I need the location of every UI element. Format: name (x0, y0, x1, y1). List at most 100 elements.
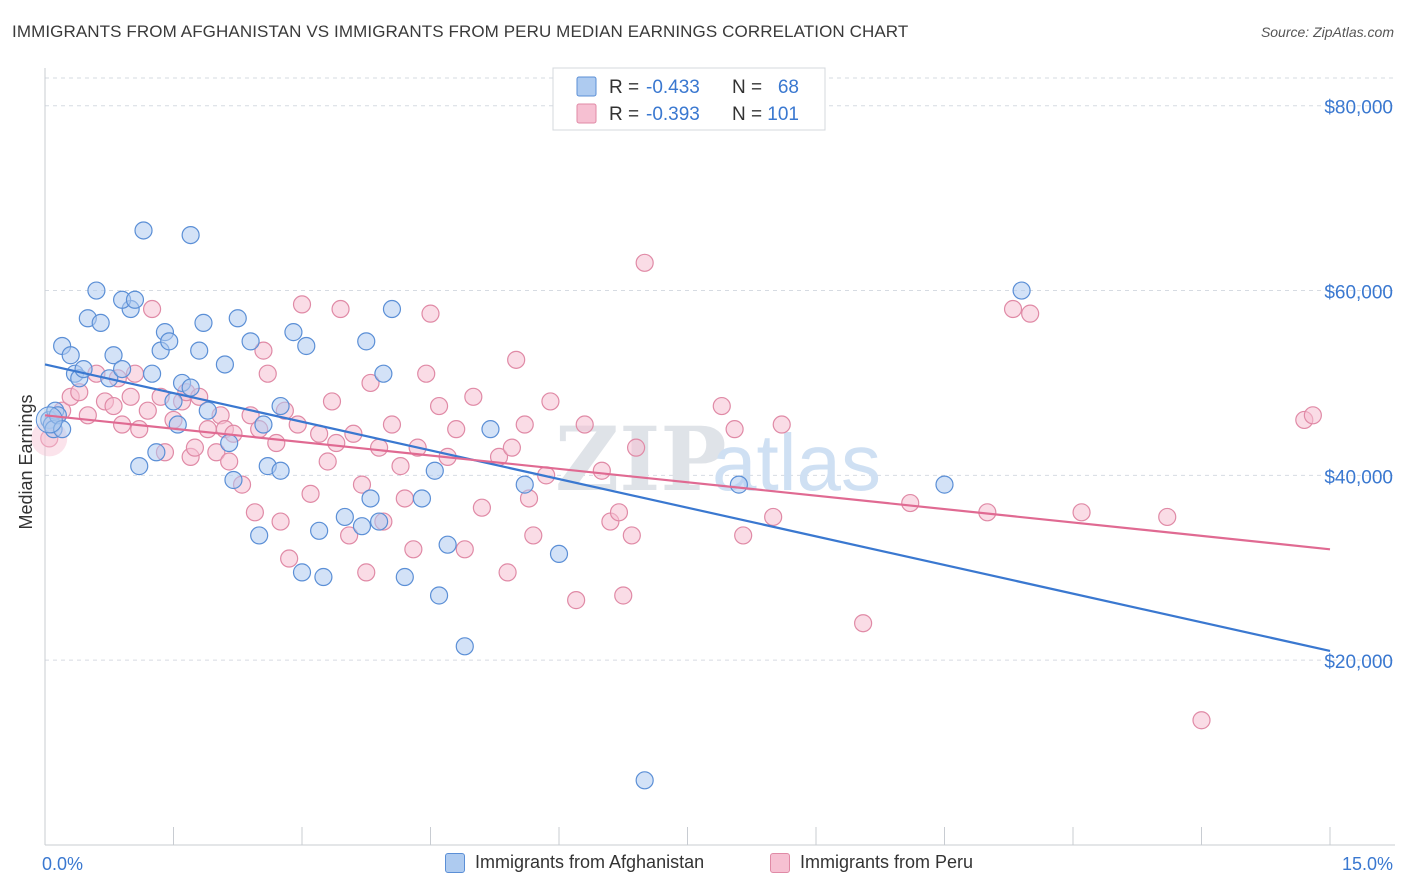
legend-item-peru[interactable]: Immigrants from Peru (770, 852, 973, 873)
y-tick-label: $40,000 (1324, 467, 1393, 488)
data-point-peru (370, 438, 389, 457)
data-point-afghanistan (292, 563, 312, 582)
data-point-peru (734, 526, 753, 545)
data-point-afghanistan (190, 341, 209, 360)
data-point-peru (271, 512, 290, 531)
data-point-peru (524, 526, 543, 545)
data-point-peru (104, 396, 123, 416)
data-point-afghanistan (481, 420, 500, 439)
data-point-afghanistan (370, 512, 389, 531)
legend-n-value: 68 (778, 77, 799, 98)
legend-n-value: 101 (767, 104, 799, 125)
data-point-afghanistan-large (35, 406, 63, 434)
data-point-afghanistan (142, 364, 162, 383)
data-point-peru (361, 373, 380, 393)
data-point-afghanistan (147, 443, 166, 462)
data-point-afghanistan (438, 535, 457, 554)
data-point-peru (1303, 406, 1322, 425)
legend-swatch-afghanistan (445, 852, 465, 873)
data-point-peru (502, 438, 521, 457)
data-point-peru (382, 415, 402, 434)
data-point-peru (472, 498, 491, 517)
data-point-afghanistan (181, 378, 200, 397)
data-point-peru (447, 420, 466, 439)
legend-n-label: N = (732, 104, 762, 125)
data-point-peru (322, 392, 342, 411)
data-point-afghanistan (357, 332, 376, 351)
data-point-peru (417, 364, 436, 383)
legend-box (552, 67, 826, 131)
data-point-peru (138, 401, 157, 420)
data-point-afghanistan (112, 359, 132, 379)
data-point-peru (267, 433, 286, 453)
data-point-peru (421, 304, 440, 323)
data-point-peru (635, 253, 654, 272)
y-axis-title: Median Earnings (16, 394, 36, 529)
data-point-peru (245, 503, 264, 522)
data-point-afghanistan (254, 415, 273, 434)
data-point-peru (1158, 507, 1177, 527)
data-point-afghanistan (1012, 281, 1031, 300)
data-point-peru (455, 540, 474, 559)
data-point-afghanistan (194, 313, 213, 332)
data-point-peru (622, 526, 641, 545)
y-tick-label: $60,000 (1324, 283, 1393, 304)
data-point-afghanistan (87, 281, 106, 300)
data-point-afghanistan (635, 771, 654, 790)
trend-lines (44, 363, 1331, 653)
grid-lines (45, 77, 1395, 661)
data-point-peru (395, 489, 414, 508)
data-point-peru (464, 387, 483, 406)
data-point-peru (614, 586, 633, 605)
legend-r-value: -0.393 (646, 104, 700, 125)
y-tick-label: $80,000 (1324, 98, 1393, 119)
legend-r-value: -0.433 (646, 77, 700, 98)
data-point-peru (185, 438, 205, 457)
data-point-peru (404, 540, 423, 559)
data-point-peru (429, 396, 449, 416)
data-point-peru (567, 591, 586, 610)
data-point-peru (1072, 503, 1091, 522)
data-point-afghanistan (935, 475, 954, 494)
bottom-legend: Immigrants from Afghanistan Immigrants f… (0, 852, 1406, 876)
data-point-afghanistan (382, 299, 402, 319)
data-point-peru (1021, 304, 1040, 323)
data-point-afghanistan (395, 567, 414, 587)
correlation-legend: R = -0.433 N = 68 R = -0.393 N = 101 (552, 67, 826, 131)
data-point-peru (207, 443, 226, 462)
data-point-afghanistan (61, 346, 80, 365)
data-point-afghanistan (729, 475, 749, 494)
data-point-afghanistan (515, 475, 534, 494)
data-point-peru (292, 295, 312, 314)
data-point-peru (725, 420, 744, 439)
data-point-peru (254, 341, 273, 360)
data-point-afghanistan (220, 433, 239, 453)
x-tick-label-left: 0.0% (42, 854, 83, 874)
data-point-afghanistan (224, 470, 243, 490)
data-point-peru (331, 299, 350, 319)
legend-r-label: R = (609, 104, 639, 125)
data-point-peru (609, 503, 629, 522)
data-point-peru (1192, 711, 1211, 730)
data-point-afghanistan (352, 517, 372, 536)
legend-swatch-peru (770, 852, 790, 873)
legend-swatch-peru (576, 103, 597, 124)
data-point-afghanistan (125, 290, 145, 309)
data-point-peru (391, 457, 410, 476)
data-point-peru (352, 475, 372, 494)
legend-item-afghanistan[interactable]: Immigrants from Afghanistan (445, 852, 704, 873)
data-point-peru (280, 549, 299, 568)
data-point-afghanistan (429, 586, 449, 605)
legend-r-label: R = (609, 77, 639, 98)
data-point-afghanistan (198, 401, 217, 420)
data-point-peru (121, 387, 140, 406)
data-point-peru (712, 396, 731, 416)
data-point-peru (1003, 299, 1023, 319)
data-point-afghanistan (250, 526, 269, 545)
data-point-peru (142, 299, 162, 319)
data-point-peru (854, 614, 873, 633)
data-point-afghanistan (241, 332, 260, 351)
data-point-afghanistan (425, 461, 444, 480)
